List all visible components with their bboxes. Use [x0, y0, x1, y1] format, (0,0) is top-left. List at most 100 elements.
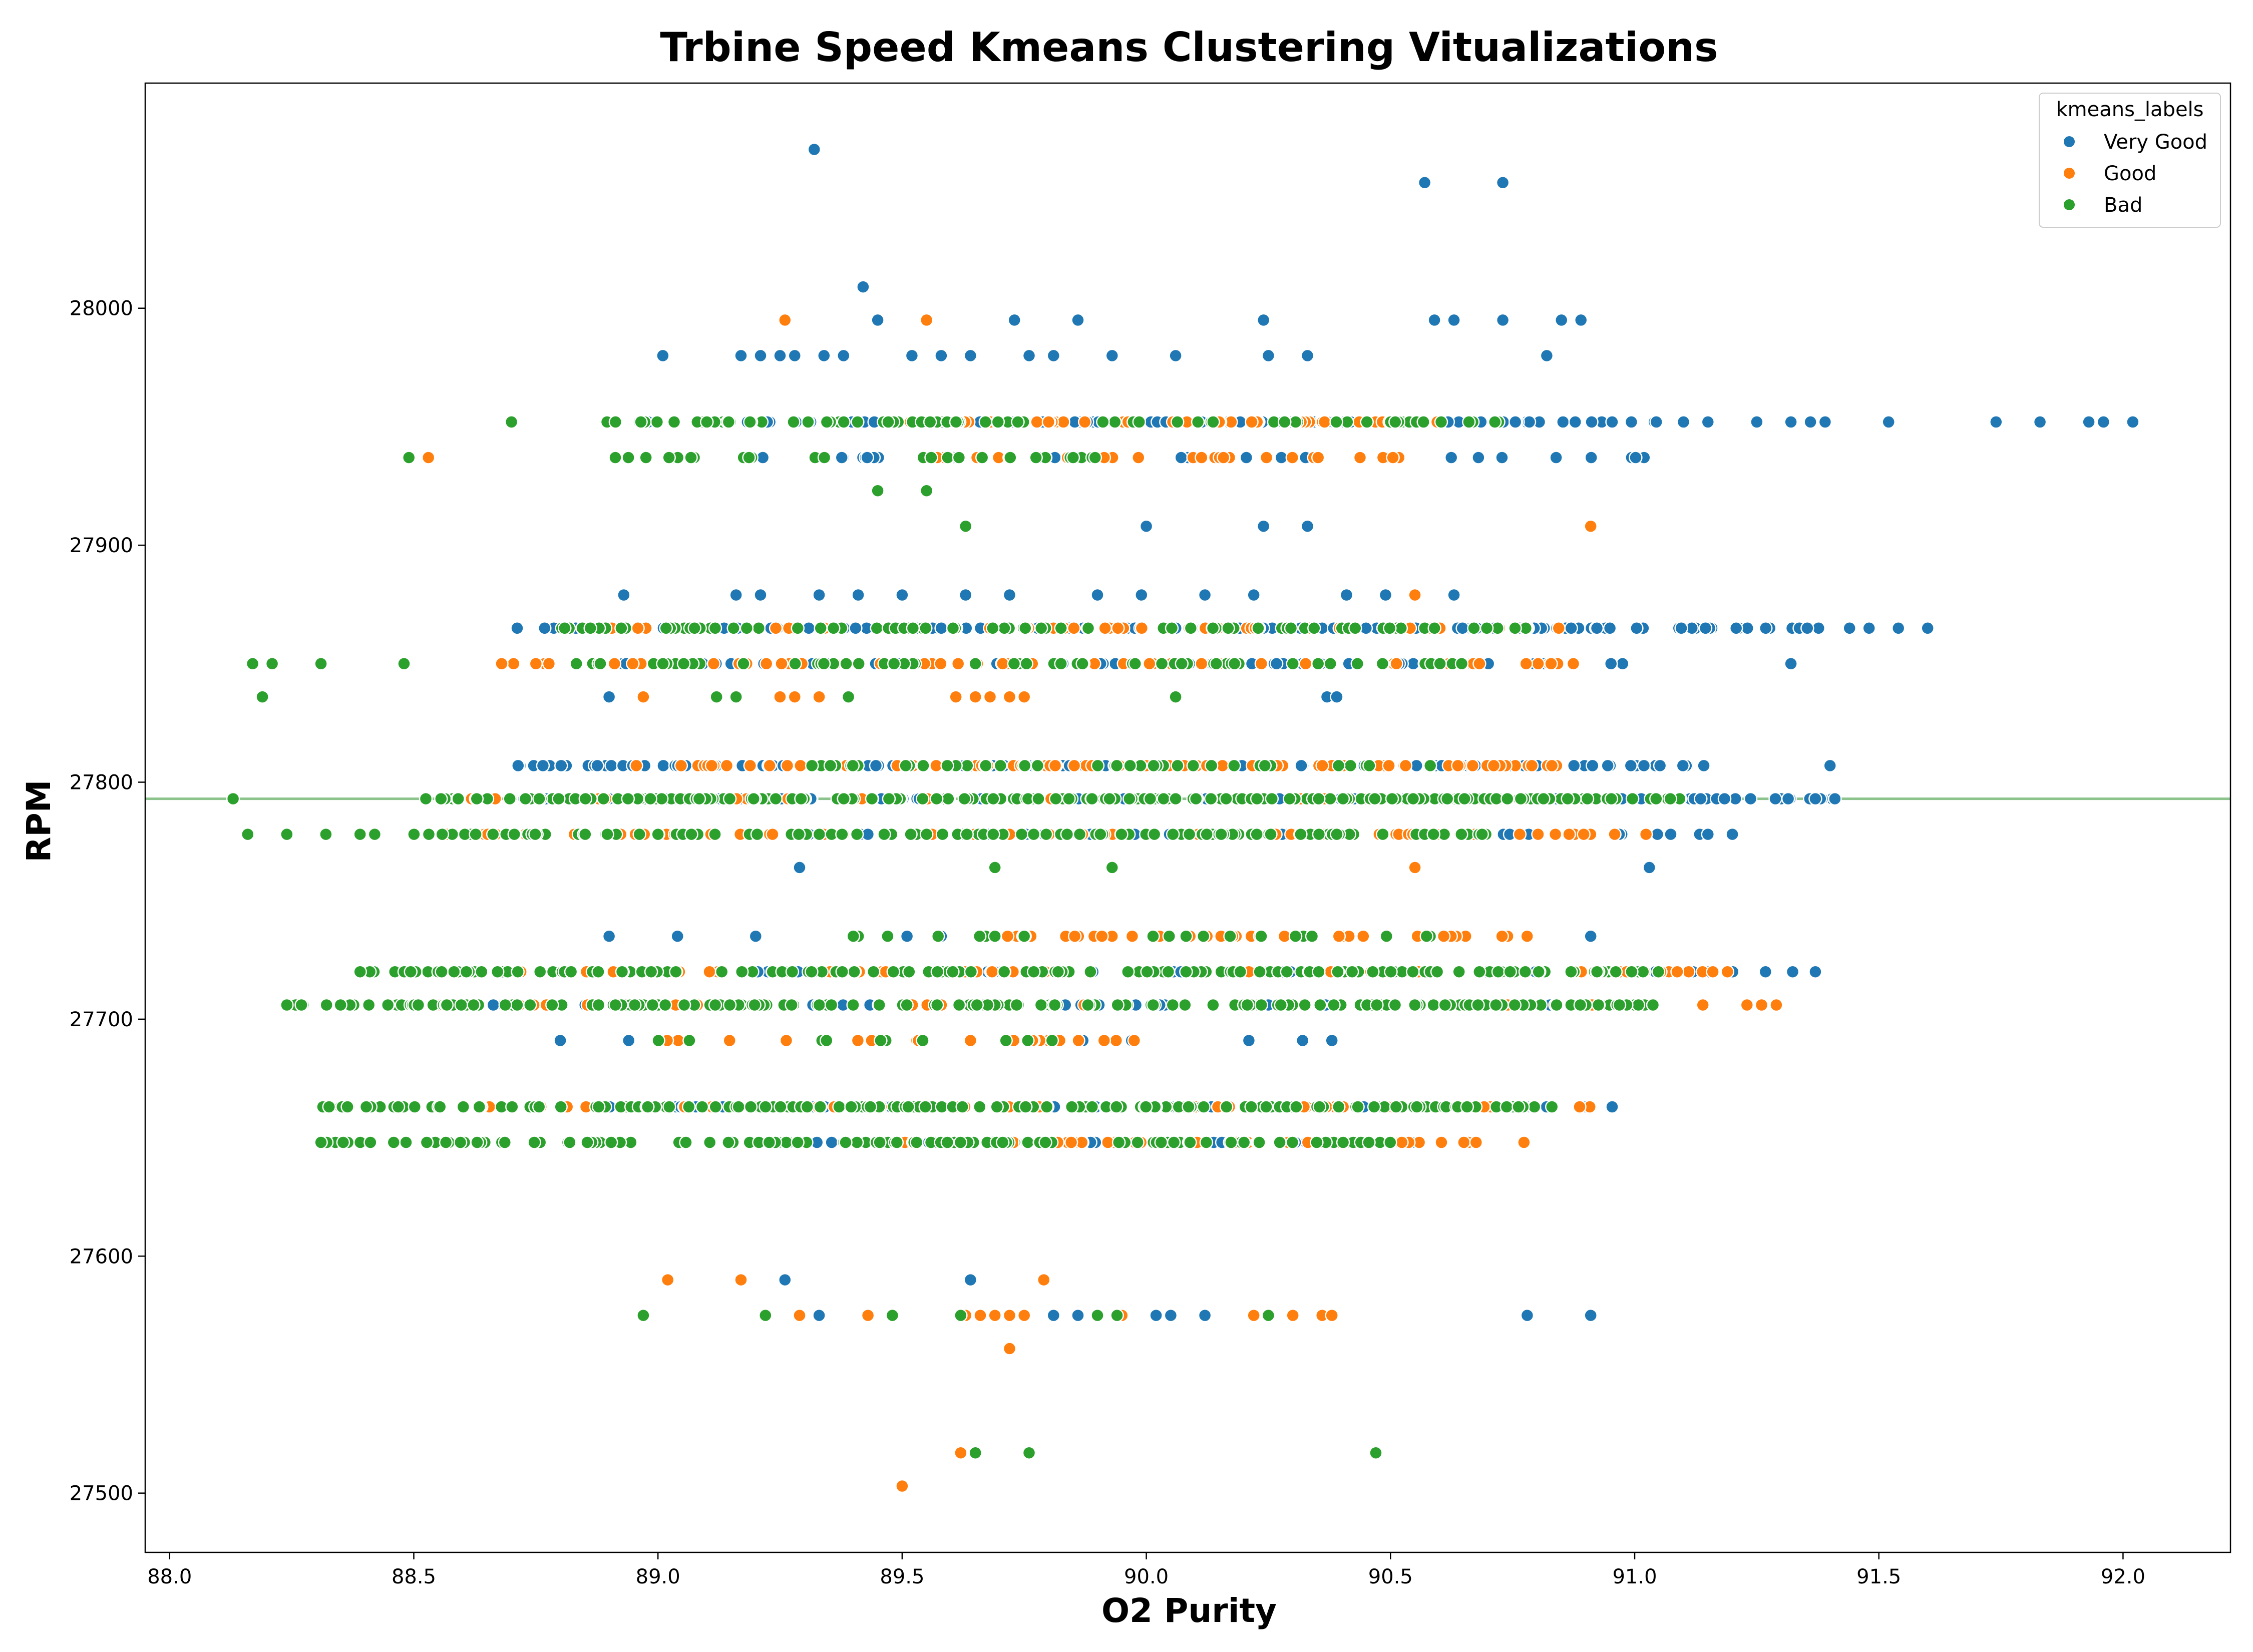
data-point-good — [794, 758, 808, 773]
data-point-very-good — [1750, 415, 1764, 429]
data-point-bad — [1162, 929, 1177, 943]
data-point-bad — [1550, 998, 1564, 1012]
data-point-good — [719, 758, 734, 773]
data-point-bad — [975, 451, 989, 465]
data-point-bad — [1161, 965, 1176, 979]
data-point-bad — [1591, 998, 1606, 1012]
data-point-bad — [708, 998, 722, 1012]
data-point-very-good — [510, 621, 524, 635]
data-point-bad — [654, 791, 669, 806]
data-point-good — [1382, 758, 1396, 773]
data-point-bad — [503, 791, 517, 806]
data-point-bad — [1155, 657, 1169, 671]
data-point-bad — [785, 998, 799, 1012]
data-point-bad — [1017, 929, 1031, 943]
data-point-very-good — [1447, 588, 1461, 602]
data-point-bad — [1204, 791, 1218, 806]
data-point-bad — [1090, 758, 1105, 773]
data-point-bad — [743, 1100, 758, 1114]
data-point-bad — [1360, 415, 1374, 429]
data-point-very-good — [1637, 758, 1651, 773]
data-point-very-good — [788, 348, 802, 363]
data-point-bad — [1323, 657, 1338, 671]
data-point-bad — [1179, 929, 1193, 943]
data-point-bad — [294, 998, 308, 1012]
data-point-bad — [1460, 1100, 1474, 1114]
data-point-bad — [788, 657, 802, 671]
data-point-good — [1670, 965, 1684, 979]
data-point-bad — [1369, 1446, 1383, 1460]
data-point-bad — [1518, 965, 1533, 979]
data-point-good — [1531, 827, 1545, 842]
data-point-bad — [1561, 791, 1575, 806]
data-point-bad — [643, 791, 657, 806]
data-point-very-good — [754, 348, 768, 363]
data-point-bad — [451, 791, 465, 806]
data-point-bad — [695, 1100, 709, 1114]
data-point-bad — [1462, 415, 1476, 429]
data-point-good — [1457, 1135, 1471, 1149]
data-point-bad — [470, 791, 484, 806]
data-point-very-good — [1256, 519, 1271, 533]
data-point-very-good — [1330, 690, 1344, 704]
data-point-bad — [319, 998, 333, 1012]
data-point-bad — [578, 791, 593, 806]
y-tick-label: 27900 — [70, 534, 133, 557]
data-point-bad — [1336, 1135, 1350, 1149]
data-point-bad — [1147, 758, 1161, 773]
data-point-good — [1465, 758, 1480, 773]
data-point-bad — [1131, 1135, 1145, 1149]
data-point-good — [1740, 998, 1754, 1012]
data-point-bad — [1389, 1100, 1403, 1114]
data-point-bad — [1479, 621, 1494, 635]
data-point-bad — [447, 965, 461, 979]
data-point-very-good — [1071, 1308, 1085, 1323]
data-point-bad — [708, 621, 722, 635]
data-point-bad — [486, 827, 500, 842]
data-point-bad — [1472, 965, 1486, 979]
data-point-bad — [970, 998, 984, 1012]
data-point-bad — [1109, 758, 1124, 773]
data-point-very-good — [934, 348, 948, 363]
data-point-bad — [656, 657, 670, 671]
data-point-bad — [391, 1100, 406, 1114]
data-point-bad — [1088, 451, 1102, 465]
legend-label-bad: Bad — [2104, 194, 2142, 217]
data-point-bad — [533, 965, 547, 979]
data-point-bad — [1102, 791, 1116, 806]
data-point-very-good — [1758, 621, 1773, 635]
data-point-good — [759, 657, 774, 671]
data-point-bad — [1604, 791, 1619, 806]
data-point-bad — [1227, 657, 1242, 671]
data-point-good — [1519, 657, 1533, 671]
data-point-bad — [1183, 1135, 1197, 1149]
data-point-bad — [988, 929, 1002, 943]
data-point-bad — [1147, 827, 1162, 842]
data-point-bad — [832, 1100, 846, 1114]
data-point-bad — [1264, 827, 1278, 842]
data-point-bad — [636, 1308, 650, 1323]
data-point-bad — [1385, 791, 1399, 806]
data-point-bad — [1031, 791, 1045, 806]
data-point-very-good — [1725, 827, 1739, 842]
data-point-bad — [1143, 791, 1158, 806]
data-point-bad — [1214, 827, 1228, 842]
data-point-bad — [866, 965, 881, 979]
data-point-very-good — [1495, 313, 1510, 327]
data-point-bad — [1388, 415, 1402, 429]
data-point-bad — [805, 758, 819, 773]
data-point-bad — [1580, 791, 1595, 806]
data-point-good — [1353, 451, 1367, 465]
data-point-bad — [1175, 657, 1189, 671]
data-point-very-good — [1300, 348, 1315, 363]
data-point-good — [1395, 1135, 1409, 1149]
data-point-bad — [1114, 827, 1129, 842]
data-point-very-good — [729, 588, 743, 602]
data-point-very-good — [1803, 415, 1817, 429]
data-point-bad — [931, 929, 945, 943]
data-point-bad — [459, 965, 474, 979]
data-point-bad — [1612, 998, 1627, 1012]
data-point-bad — [791, 621, 805, 635]
data-point-bad — [1254, 998, 1269, 1012]
data-point-bad — [1508, 621, 1522, 635]
